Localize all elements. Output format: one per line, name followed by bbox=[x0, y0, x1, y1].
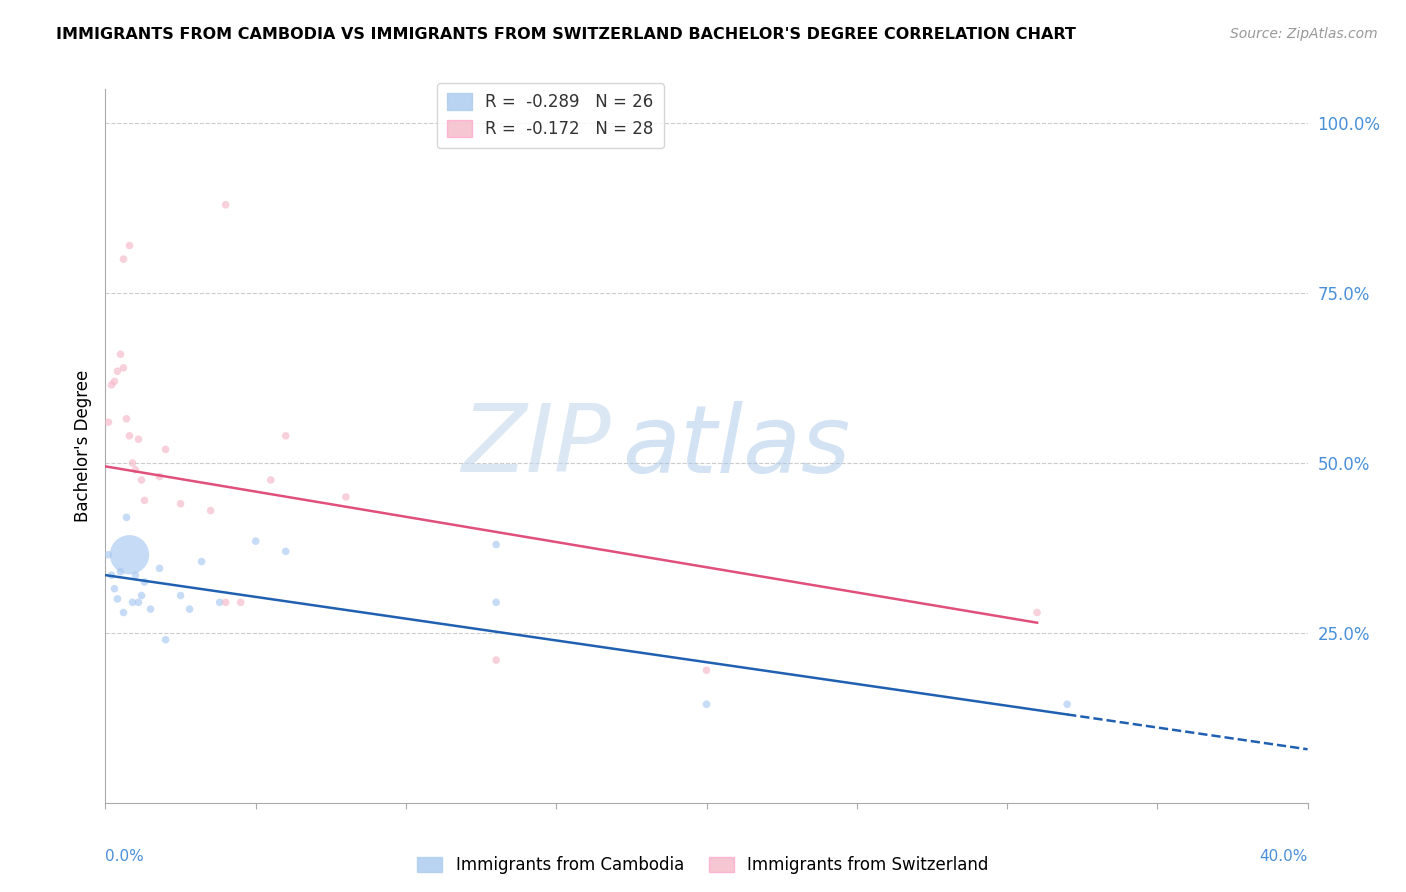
Point bbox=[229, 595, 252, 609]
Point bbox=[696, 663, 718, 677]
Point bbox=[274, 544, 297, 558]
Point bbox=[139, 602, 162, 616]
Point bbox=[118, 548, 141, 562]
Text: IMMIGRANTS FROM CAMBODIA VS IMMIGRANTS FROM SWITZERLAND BACHELOR'S DEGREE CORREL: IMMIGRANTS FROM CAMBODIA VS IMMIGRANTS F… bbox=[56, 27, 1076, 42]
Point bbox=[103, 582, 125, 596]
Point bbox=[169, 589, 191, 603]
Point bbox=[214, 198, 236, 212]
Point bbox=[107, 364, 129, 378]
Point bbox=[190, 555, 212, 569]
Point bbox=[121, 595, 143, 609]
Point bbox=[112, 360, 135, 375]
Point bbox=[335, 490, 357, 504]
Point bbox=[121, 456, 143, 470]
Point bbox=[155, 442, 177, 457]
Point bbox=[179, 602, 201, 616]
Point bbox=[100, 568, 122, 582]
Point bbox=[124, 463, 146, 477]
Text: 40.0%: 40.0% bbox=[1260, 849, 1308, 864]
Point bbox=[208, 595, 231, 609]
Point bbox=[214, 595, 236, 609]
Point bbox=[148, 469, 170, 483]
Point bbox=[118, 429, 141, 443]
Point bbox=[131, 589, 153, 603]
Point bbox=[115, 412, 138, 426]
Point bbox=[128, 432, 150, 446]
Point bbox=[134, 574, 156, 589]
Point bbox=[1026, 606, 1049, 620]
Point bbox=[485, 537, 508, 551]
Point bbox=[128, 595, 150, 609]
Point bbox=[169, 497, 191, 511]
Y-axis label: Bachelor's Degree: Bachelor's Degree bbox=[73, 370, 91, 522]
Point bbox=[485, 653, 508, 667]
Text: atlas: atlas bbox=[623, 401, 851, 491]
Point bbox=[97, 415, 120, 429]
Point bbox=[110, 565, 132, 579]
Point bbox=[155, 632, 177, 647]
Point bbox=[148, 561, 170, 575]
Point bbox=[1056, 698, 1078, 712]
Point bbox=[100, 377, 122, 392]
Point bbox=[124, 568, 146, 582]
Point bbox=[485, 595, 508, 609]
Point bbox=[245, 534, 267, 549]
Point bbox=[118, 238, 141, 252]
Legend: Immigrants from Cambodia, Immigrants from Switzerland: Immigrants from Cambodia, Immigrants fro… bbox=[412, 851, 994, 880]
Point bbox=[107, 591, 129, 606]
Legend: R =  -0.289   N = 26, R =  -0.172   N = 28: R = -0.289 N = 26, R = -0.172 N = 28 bbox=[437, 83, 664, 148]
Point bbox=[696, 698, 718, 712]
Point bbox=[103, 375, 125, 389]
Point bbox=[112, 252, 135, 266]
Point bbox=[110, 347, 132, 361]
Point bbox=[97, 548, 120, 562]
Point bbox=[131, 473, 153, 487]
Point bbox=[134, 493, 156, 508]
Text: Source: ZipAtlas.com: Source: ZipAtlas.com bbox=[1230, 27, 1378, 41]
Point bbox=[200, 503, 222, 517]
Point bbox=[260, 473, 283, 487]
Point bbox=[115, 510, 138, 524]
Point bbox=[274, 429, 297, 443]
Text: 0.0%: 0.0% bbox=[105, 849, 145, 864]
Point bbox=[112, 606, 135, 620]
Text: ZIP: ZIP bbox=[461, 401, 610, 491]
